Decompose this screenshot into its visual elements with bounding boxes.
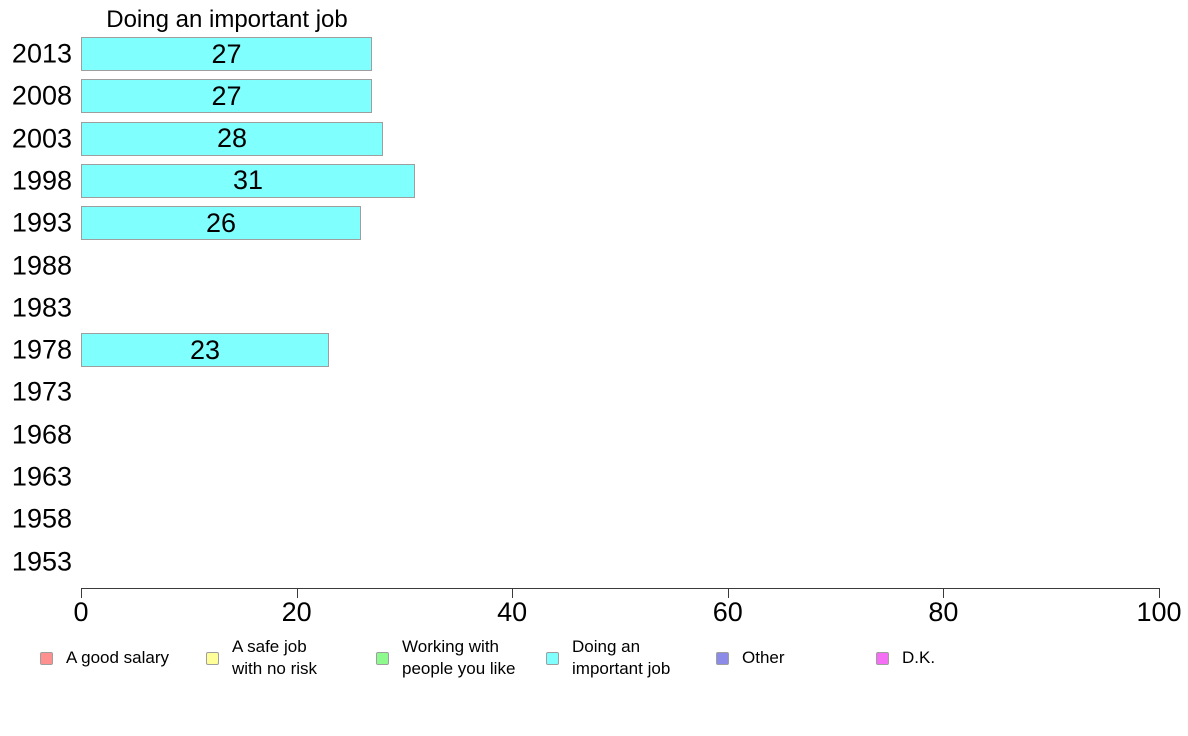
x-axis-tick-label: 80	[928, 597, 959, 627]
bar-value-label: 27	[211, 80, 242, 111]
bar: 27	[81, 79, 372, 114]
y-axis-category-label: 1968	[11, 419, 72, 450]
y-axis-category-label: 2003	[11, 123, 72, 154]
y-axis-category-label: 1978	[11, 334, 72, 365]
y-axis-category-label: 1988	[11, 250, 72, 280]
legend-item: Other	[716, 647, 785, 669]
y-axis-category-label: 2013	[11, 38, 72, 69]
legend-item: A safe job with no risk	[206, 636, 317, 680]
x-axis-tick	[943, 589, 945, 598]
y-axis-category-label: 2008	[11, 80, 72, 111]
x-axis-tick	[727, 589, 729, 598]
bar: 23	[81, 333, 329, 368]
bar-value-label: 27	[211, 38, 242, 69]
legend-label: D.K.	[902, 648, 936, 667]
legend-swatch	[206, 651, 219, 665]
legend-label: A good salary	[66, 648, 170, 667]
legend-label: Doing an important job	[572, 637, 671, 678]
x-axis-tick-label: 20	[281, 597, 312, 627]
bar-value-label: 23	[189, 334, 221, 365]
legend-swatch	[876, 651, 889, 665]
x-axis-tick-label: 60	[712, 597, 743, 627]
bar-value-label: 31	[232, 165, 264, 196]
y-axis-category-label: 1963	[11, 461, 72, 492]
bar: 31	[81, 163, 415, 198]
bar: 27	[81, 37, 372, 71]
y-axis-category-label: 1953	[11, 546, 72, 577]
x-axis-tick	[1159, 589, 1160, 598]
x-axis-tick	[81, 589, 82, 598]
x-axis-tick-label: 100	[1136, 597, 1182, 627]
x-axis-tick	[512, 589, 514, 598]
x-axis-line	[81, 588, 1160, 589]
x-axis-tick	[296, 589, 298, 598]
legend-label: Working with people you like	[402, 637, 516, 678]
legend-label: A safe job with no risk	[232, 637, 318, 678]
y-axis-category-label: 1958	[11, 503, 72, 534]
legend-item: D.K.	[876, 647, 935, 669]
chart-title: Doing an important job	[106, 6, 348, 33]
bar: 28	[81, 121, 383, 156]
bar: 26	[81, 206, 361, 241]
legend-item: A good salary	[40, 647, 169, 669]
x-axis-tick-label: 40	[497, 597, 528, 627]
y-axis-category-label: 1998	[11, 165, 72, 196]
y-axis-category-label: 1993	[11, 207, 72, 238]
legend-item: Working with people you like	[376, 636, 515, 680]
legend-swatch	[716, 651, 729, 665]
legend-swatch	[546, 651, 559, 665]
legend-swatch	[376, 651, 389, 665]
legend-swatch	[40, 651, 53, 665]
bar-value-label: 26	[205, 207, 237, 238]
bar-value-label: 28	[216, 123, 248, 154]
legend-item: Doing an important job	[546, 636, 670, 680]
y-axis-category-label: 1983	[11, 292, 72, 323]
y-axis-category-label: 1973	[11, 376, 72, 407]
legend-label: Other	[742, 648, 785, 667]
x-axis-tick-label: 0	[73, 597, 89, 627]
